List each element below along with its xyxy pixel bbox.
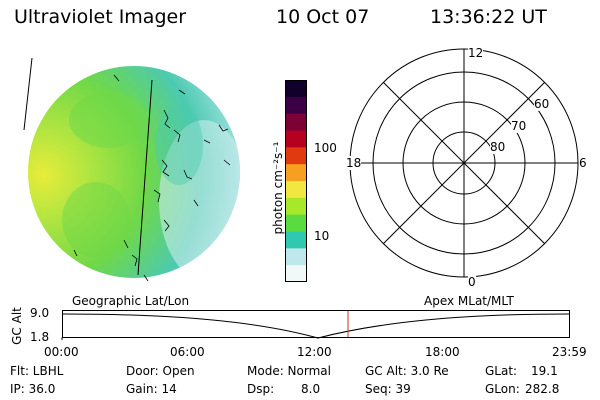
colorbar-band (285, 80, 307, 98)
uv-earth-image (23, 57, 240, 282)
date-label: 10 Oct 07 (276, 6, 370, 28)
status-gc-alt: GC Alt: 3.0 Re (365, 364, 449, 378)
patch-green-2 (62, 182, 130, 258)
status-mode: Mode: Normal (247, 364, 331, 378)
colorbar-band (285, 130, 307, 148)
polar-grid (349, 48, 579, 278)
altitude-curve (62, 313, 570, 339)
status-seq: Seq: 39 (365, 382, 411, 396)
x-tick-0000: 00:00 (44, 345, 79, 359)
x-tick-1800: 18:00 (425, 345, 460, 359)
coastline-marks (73, 74, 231, 282)
x-tick-2359: 23:59 (552, 345, 587, 359)
colorbar-band (285, 147, 307, 165)
timeline-axis-label: GC Alt (10, 307, 24, 345)
x-tick-0600: 06:00 (170, 345, 205, 359)
polar-ring-80: 80 (490, 140, 506, 154)
colorbar-band (285, 113, 307, 131)
polar-label-18: 18 (346, 156, 362, 170)
time-label: 13:36:22 UT (430, 6, 547, 28)
limb-arc (23, 57, 33, 131)
status-glon-value: 282.8 (525, 382, 560, 396)
status-gain: Gain: 14 (126, 382, 177, 396)
patch-teal (155, 105, 203, 185)
x-tick-1200: 12:00 (297, 345, 332, 359)
status-glat-label: GLat: (485, 364, 518, 378)
status-door: Door: Open (126, 364, 195, 378)
polar-ring-60: 60 (534, 97, 550, 111)
polar-ring-70: 70 (511, 119, 527, 133)
colorbar-tick-100: 100 (314, 141, 337, 155)
colorbar-tick-10: 10 (314, 229, 330, 243)
colorbar-unit-label: photon cm⁻²s⁻¹ (271, 141, 285, 235)
colorbar-band (285, 96, 307, 115)
status-glat-value: 19.1 (531, 364, 558, 378)
colorbar-band (285, 265, 307, 282)
instrument-title: Ultraviolet Imager (14, 6, 187, 28)
colorbar-band (285, 181, 307, 199)
colorbar-band (285, 248, 307, 266)
polar-label-0: 0 (468, 275, 476, 289)
colorbar-band (285, 214, 307, 232)
status-glon-label: GLon: (485, 382, 520, 396)
status-dsp-label: Dsp: (247, 382, 275, 396)
colorbar (285, 80, 307, 282)
colorbar-band (285, 197, 307, 216)
timeline-y-bottom: 1.8 (30, 330, 50, 344)
colorbar-band (285, 164, 307, 182)
patch-green-1 (69, 92, 149, 148)
polar-label-6: 6 (579, 156, 587, 170)
status-dsp-value: 8.0 (301, 382, 321, 396)
polar-label-12: 12 (468, 46, 484, 60)
timeline-plot (61, 310, 570, 340)
timeline-left-title: Geographic Lat/Lon (72, 294, 190, 308)
status-ip: IP: 36.0 (10, 382, 56, 396)
timeline-y-top: 9.0 (30, 306, 50, 320)
terminator-line (137, 79, 153, 276)
status-flt: Flt: LBHL (10, 364, 64, 378)
colorbar-band (285, 231, 307, 249)
timeline-right-title: Apex MLat/MLT (424, 294, 514, 308)
